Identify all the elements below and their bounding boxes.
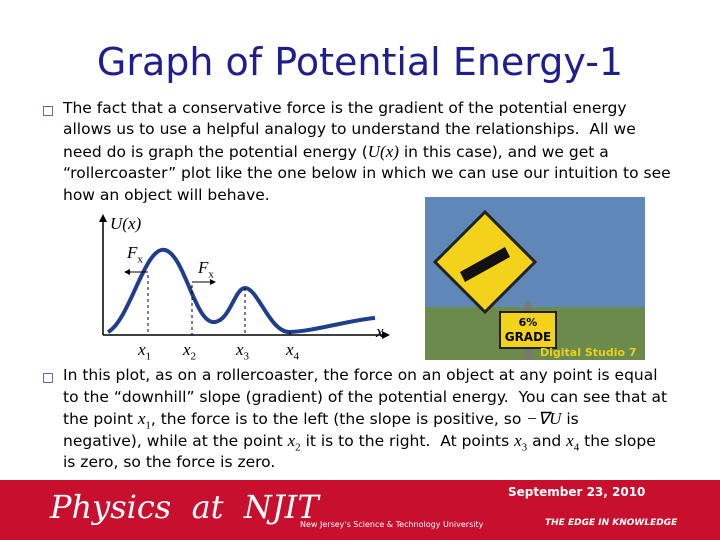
text: how an object will behave. (63, 186, 270, 204)
math-text: x (286, 340, 294, 359)
bullet-marker (43, 106, 53, 116)
subscript: 3 (243, 350, 250, 363)
subscript: 1 (145, 350, 152, 363)
math-text: x (566, 431, 574, 450)
text: in this case), and we get a (398, 143, 609, 161)
brand: Physics at NJIT (50, 488, 319, 526)
sign-photo (425, 197, 645, 360)
math-text: x (183, 340, 191, 359)
math-text: x (137, 409, 146, 428)
math: −∇U (526, 409, 561, 428)
force-label: Fx (198, 258, 214, 280)
subscript: x (137, 253, 143, 266)
math: U(x) (368, 142, 399, 161)
math: x3 (514, 431, 528, 454)
point-label: x1 (138, 340, 151, 362)
text-line: is zero, so the force is zero. (63, 453, 275, 471)
math-text: x (287, 431, 296, 450)
math: x2 (183, 340, 197, 363)
text-line: In this plot, as on a rollercoaster, the… (63, 366, 658, 384)
subscript: 3 (521, 441, 528, 454)
text: negative), while at the point (63, 432, 288, 450)
force-label: Fx (127, 243, 143, 265)
subscript: x (208, 268, 214, 281)
subscript: 4 (293, 350, 300, 363)
subscript: 1 (145, 419, 151, 432)
text: “rollercoaster” plot like the one below … (63, 164, 671, 182)
text: is zero, so the force is zero. (63, 453, 276, 471)
math: x3 (236, 340, 250, 363)
math-text: −∇U (526, 409, 562, 428)
text: to the “downhill” slope (gradient) of th… (63, 388, 668, 406)
math: x1 (137, 409, 151, 432)
bullet-marker (43, 373, 53, 383)
subscript: 2 (295, 441, 301, 454)
sign-text: 6% (518, 316, 538, 329)
x-axis-label: x (376, 322, 384, 341)
credit: Digital Studio 7 (540, 346, 637, 359)
text-line: how an object will behave. (63, 186, 270, 204)
text-line: “rollercoaster” plot like the one below … (63, 164, 671, 182)
point-label: x2 (183, 340, 196, 362)
text-line: need do is graph the potential energy (U… (63, 142, 609, 162)
text: the slope (579, 432, 656, 450)
math: x2 (287, 431, 301, 454)
text: it is to the right. At points (300, 432, 515, 450)
motto: THE EDGE IN KNOWLEDGE (545, 518, 678, 528)
text-line: The fact that a conservative force is th… (63, 99, 627, 117)
math: x4 (286, 340, 300, 363)
text-line: allows us to use a helpful analogy to un… (63, 120, 636, 138)
date: September 23, 2010 (508, 485, 646, 499)
math-text: U(x) (367, 142, 399, 161)
math-text: x (138, 340, 146, 359)
footer: Physics at NJIT New Jersey's Science & T… (0, 480, 720, 540)
text: In this plot, as on a rollercoaster, the… (63, 366, 658, 384)
text: need do is graph the potential energy ( (63, 143, 368, 161)
title: Graph of Potential Energy-1 (96, 40, 624, 84)
math-text: x (236, 340, 244, 359)
subscript: 4 (573, 441, 580, 454)
math: Fx (127, 243, 143, 266)
math-text: F (127, 243, 138, 262)
math-text: x (514, 431, 522, 450)
tagline: New Jersey's Science & Technology Univer… (300, 520, 484, 529)
text: is (561, 410, 579, 428)
math: x4 (566, 431, 580, 454)
text: The fact that a conservative force is th… (63, 99, 627, 117)
sign-text: GRADE (504, 330, 552, 344)
text-line: the point x1, the force is to the left (… (63, 409, 579, 431)
text-line: negative), while at the point x2 it is t… (63, 431, 656, 453)
text: allows us to use a helpful analogy to un… (63, 120, 636, 138)
text: and (527, 432, 567, 450)
point-label: x4 (286, 340, 299, 362)
math-text: F (198, 258, 209, 277)
text-line: to the “downhill” slope (gradient) of th… (63, 388, 667, 406)
point-label: x3 (236, 340, 249, 362)
y-axis-label: U(x) (110, 214, 142, 233)
math: x1 (138, 340, 152, 363)
graph (99, 214, 390, 339)
text: the point (63, 410, 138, 428)
math: Fx (198, 258, 214, 281)
subscript: 2 (190, 350, 197, 363)
text: , the force is to the left (the slope is… (150, 410, 527, 428)
